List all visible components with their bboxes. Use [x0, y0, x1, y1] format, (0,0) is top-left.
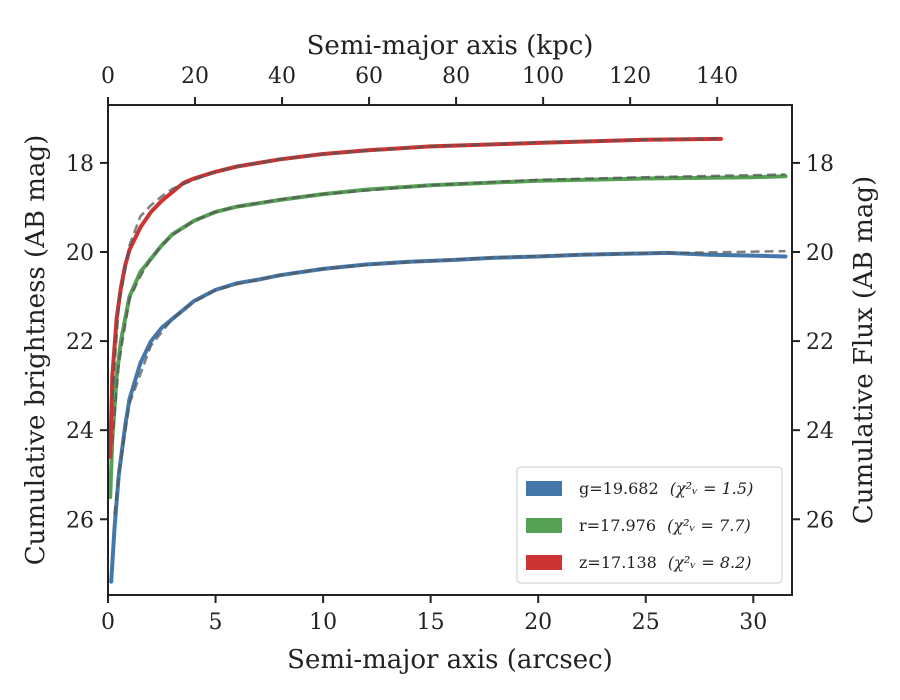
legend-chi-g: (χ²ᵥ = 1.5)	[670, 479, 754, 498]
x2-tick-label: 40	[268, 64, 296, 89]
legend-label-g: g=19.682 (χ²ᵥ = 1.5)	[579, 479, 753, 498]
y2-tick-label: 24	[806, 419, 834, 444]
legend-swatch-z	[526, 555, 562, 570]
y-tick-label: 24	[66, 419, 94, 444]
legend-name-z: z=17.138	[579, 553, 657, 572]
y-axis-title: Cumulative brightness (AB mag)	[21, 135, 51, 566]
legend-label-z: z=17.138 (χ²ᵥ = 8.2)	[579, 553, 752, 572]
y-tick-label: 20	[66, 241, 94, 266]
series-line-g	[109, 250, 788, 584]
x-tick-label: 5	[209, 610, 223, 635]
legend-chi-r: (χ²ᵥ = 7.7)	[667, 516, 751, 535]
legend-label-r: r=17.976 (χ²ᵥ = 7.7)	[579, 516, 751, 535]
x2-tick-label: 20	[181, 64, 209, 89]
x-tick-label: 20	[524, 610, 552, 635]
legend-box	[516, 466, 783, 584]
series-layer	[108, 136, 788, 584]
plot-frame	[107, 104, 793, 596]
y2-tick-label: 22	[806, 330, 834, 355]
model-fit-line-z	[111, 137, 722, 400]
y2-tick-label: 18	[806, 152, 834, 177]
y2-axis-title: Cumulative Flux (AB mag)	[849, 176, 879, 524]
x-tick-label: 10	[309, 610, 337, 635]
model-fit-line-g	[113, 249, 786, 515]
y-tick-label: 18	[66, 152, 94, 177]
x-tick-label: 30	[739, 610, 767, 635]
x2-tick-label: 100	[522, 64, 564, 89]
x-tick-label: 0	[101, 610, 115, 635]
x2-tick-label: 0	[101, 64, 115, 89]
y-tick-label: 26	[66, 508, 94, 533]
series-line-r	[108, 174, 788, 499]
x2-tick-label: 80	[442, 64, 470, 89]
x-axis-title: Semi-major axis (arcsec)	[287, 645, 613, 675]
x2-tick-label: 60	[355, 64, 383, 89]
x2-axis-title: Semi-major axis (kpc)	[307, 31, 594, 61]
legend-swatch-r	[526, 518, 562, 533]
ticks-layer: 0 5 10 15 20 25 30 0 20 40 60 80 100 120 140 18 18 20 20 22…	[66, 64, 834, 635]
legend-name-g: g=19.682	[579, 479, 659, 498]
x-tick-label: 15	[417, 610, 445, 635]
x2-tick-label: 120	[609, 64, 651, 89]
legend-name-r: r=17.976	[579, 516, 656, 535]
y2-tick-label: 26	[806, 508, 834, 533]
model-fit-line-r	[111, 173, 786, 444]
y-tick-label: 22	[66, 330, 94, 355]
legend: g=19.682 (χ²ᵥ = 1.5) r=17.976 (χ²ᵥ = 7.7…	[516, 466, 783, 584]
x2-tick-label: 140	[696, 64, 738, 89]
legend-chi-z: (χ²ᵥ = 8.2)	[668, 553, 752, 572]
y2-tick-label: 20	[806, 241, 834, 266]
x-tick-label: 25	[632, 610, 660, 635]
legend-swatch-g	[526, 481, 562, 496]
